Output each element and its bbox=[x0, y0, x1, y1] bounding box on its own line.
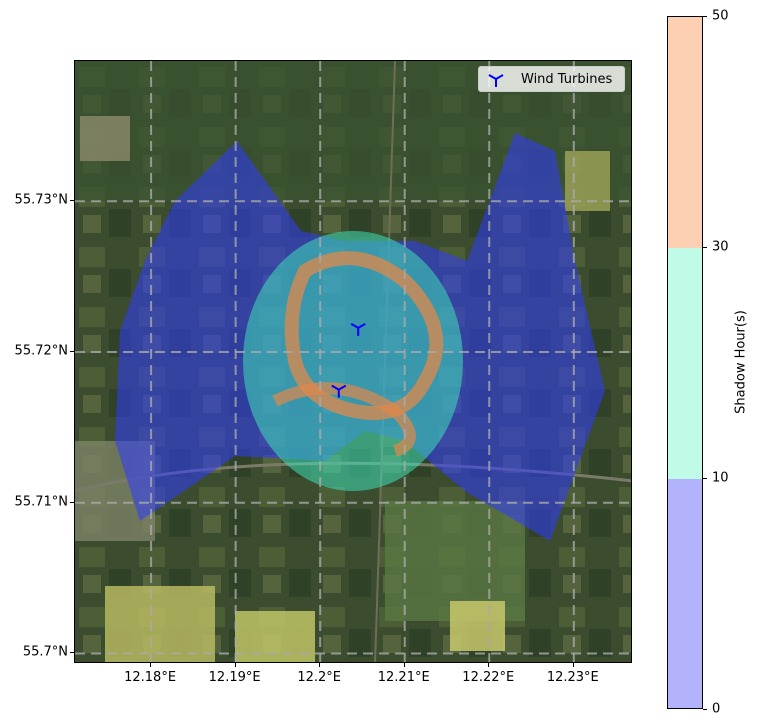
x-tick-label: 12.21°E bbox=[377, 670, 430, 685]
tri-down-icon bbox=[488, 74, 504, 87]
x-tick-label: 12.19°E bbox=[208, 670, 261, 685]
map-canvas bbox=[75, 61, 631, 662]
x-tick-label: 12.23°E bbox=[546, 670, 599, 685]
colorbar-tick-label: 10 bbox=[712, 470, 729, 486]
grid-lines bbox=[75, 61, 631, 662]
x-tick-mark bbox=[319, 663, 321, 667]
x-tick-mark bbox=[234, 663, 236, 667]
x-tick-mark bbox=[488, 663, 490, 667]
y-tick-mark bbox=[70, 652, 74, 654]
colorbar-segment bbox=[668, 479, 702, 708]
colorbar-tick-label: 0 bbox=[712, 701, 721, 717]
x-tick-mark bbox=[403, 663, 405, 667]
colorbar-segment bbox=[668, 248, 702, 479]
legend: Wind Turbines bbox=[478, 66, 625, 92]
colorbar-tick-label: 50 bbox=[712, 8, 729, 24]
colorbar-label: Shadow Hour(s) bbox=[733, 310, 749, 414]
turbine-marker bbox=[331, 384, 347, 398]
y-tick-mark bbox=[70, 200, 74, 202]
colorbar-tick-mark bbox=[703, 478, 707, 479]
legend-label: Wind Turbines bbox=[521, 71, 613, 87]
colorbar bbox=[667, 16, 703, 709]
x-tick-mark bbox=[150, 663, 152, 667]
x-tick-label: 12.2°E bbox=[297, 670, 342, 685]
y-tick-label: 55.73°N bbox=[14, 192, 68, 208]
y-tick-label: 55.7°N bbox=[22, 644, 68, 660]
shadow-map bbox=[74, 60, 632, 663]
x-tick-label: 12.18°E bbox=[124, 670, 177, 685]
y-tick-label: 55.71°N bbox=[14, 494, 68, 510]
y-tick-mark bbox=[70, 501, 74, 503]
colorbar-tick-mark bbox=[703, 709, 707, 710]
y-tick-mark bbox=[70, 350, 74, 352]
colorbar-tick-label: 30 bbox=[712, 239, 729, 255]
colorbar-tick-mark bbox=[703, 247, 707, 248]
y-tick-label: 55.72°N bbox=[14, 343, 68, 359]
x-tick-label: 12.22°E bbox=[462, 670, 515, 685]
colorbar-segment bbox=[668, 17, 702, 248]
turbine-marker bbox=[350, 322, 366, 336]
turbine-markers bbox=[331, 322, 366, 398]
x-tick-mark bbox=[572, 663, 574, 667]
colorbar-tick-mark bbox=[703, 16, 707, 17]
